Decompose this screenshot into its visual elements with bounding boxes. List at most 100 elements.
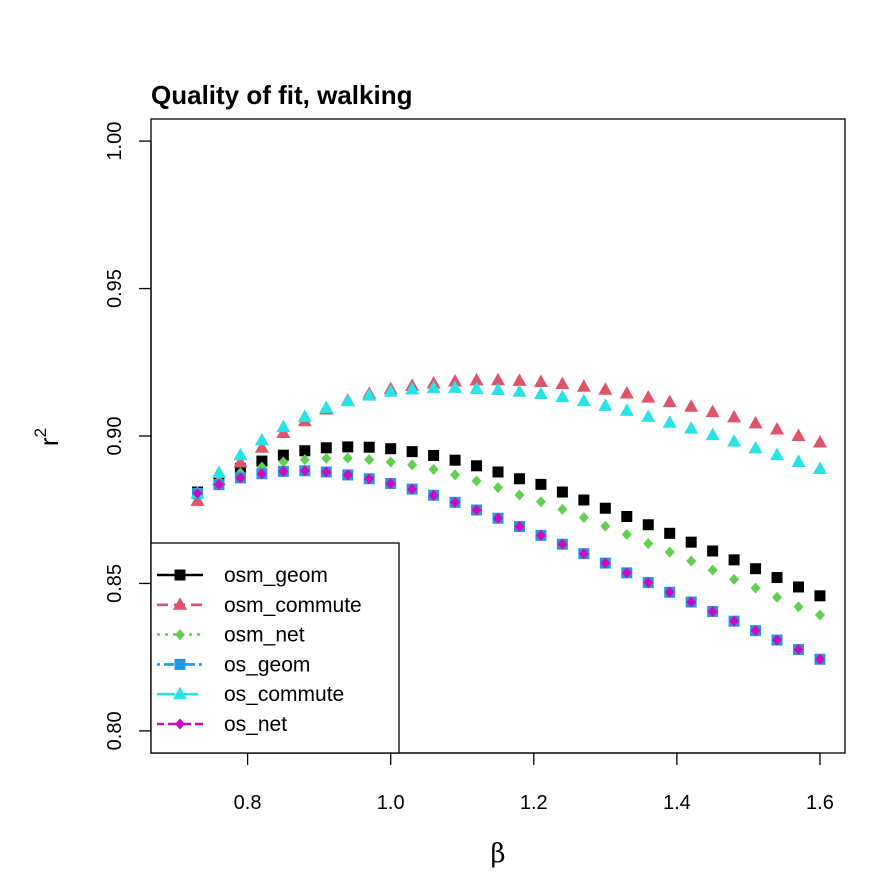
data-point-osm_net (621, 528, 632, 540)
data-point-osm_geom (428, 449, 440, 461)
data-point-osm_net (450, 469, 461, 481)
data-point-os_commute (598, 398, 613, 411)
data-point-os_net (664, 586, 675, 598)
data-point-osm_geom (406, 446, 418, 458)
legend-label-osm_geom: osm_geom (224, 564, 328, 587)
y-tick-label: 1.00 (104, 122, 126, 161)
legend-label-osm_commute: osm_commute (224, 594, 362, 617)
data-point-osm_commute (727, 409, 742, 423)
data-point-osm_geom (277, 449, 289, 461)
data-point-osm_net (278, 456, 289, 468)
data-point-os_commute (641, 409, 656, 422)
data-point-os_net (192, 488, 203, 500)
legend-label-os_commute: os_commute (224, 683, 344, 706)
data-point-os_commute (362, 388, 377, 401)
legend-label-os_geom: os_geom (224, 653, 310, 676)
series-osm_net (192, 452, 825, 621)
data-point-osm_geom (471, 460, 483, 472)
legend-label-osm_net: osm_net (224, 624, 305, 647)
series-layer (190, 372, 827, 665)
data-point-osm_geom (256, 455, 268, 467)
data-point-os_commute (619, 403, 634, 416)
data-point-os_net (707, 605, 718, 617)
data-point-os_net (535, 529, 546, 541)
data-point-osm_geom (814, 590, 826, 602)
x-tick-label: 1.0 (377, 792, 405, 814)
data-point-osm_net (729, 573, 740, 585)
data-point-osm_net (578, 512, 589, 524)
y-axis-label-base: r (34, 437, 64, 446)
data-point-os_net (729, 615, 740, 627)
data-point-osm_net (535, 496, 546, 508)
data-point-osm_net (686, 555, 697, 567)
data-point-osm_net (407, 459, 418, 471)
data-point-osm_commute (662, 394, 677, 408)
data-point-osm_commute (190, 493, 205, 506)
data-point-osm_net (385, 456, 396, 468)
data-point-os_commute (491, 382, 505, 395)
data-point-os_commute (684, 421, 699, 434)
data-point-osm_net (321, 452, 332, 464)
data-point-os_net (321, 466, 332, 478)
data-point-osm_commute (254, 440, 269, 453)
data-point-osm_net (299, 454, 310, 466)
data-point-osm_geom (556, 486, 568, 498)
data-point-os_commute (812, 461, 827, 475)
data-point-osm_commute (533, 374, 548, 388)
data-point-osm_net (364, 454, 375, 466)
data-point-os_net (793, 643, 804, 655)
data-point-osm_net (772, 591, 783, 603)
data-point-os_net (299, 465, 310, 477)
data-point-osm_net (493, 482, 503, 494)
data-point-osm_geom (707, 545, 719, 557)
data-point-osm_commute (491, 372, 505, 386)
data-point-osm_geom (664, 527, 676, 539)
data-point-os_net (385, 477, 396, 489)
data-point-osm_commute (770, 422, 785, 435)
data-point-osm_net (557, 503, 568, 515)
data-point-osm_geom (578, 494, 590, 506)
legend-marker-os_commute (173, 686, 187, 700)
data-point-os_net (471, 504, 482, 516)
legend-marker-os_net (175, 718, 185, 730)
series-os_commute (190, 380, 827, 499)
data-point-os_net (750, 625, 761, 637)
legend-marker-osm_geom (174, 569, 186, 581)
data-point-os_commute (555, 389, 570, 403)
legend: osm_geom osm_commute osm_net os_geom os_comm… (150, 542, 400, 754)
data-point-os_net (213, 479, 224, 491)
data-point-osm_commute (641, 390, 656, 403)
data-point-osm_geom (513, 473, 525, 485)
data-point-osm_geom (599, 502, 611, 514)
data-point-os_net (364, 473, 375, 485)
data-point-os_commute (340, 393, 355, 407)
x-tick-label: 1.4 (663, 792, 691, 814)
data-point-os_commute (254, 432, 269, 446)
data-point-osm_geom (685, 536, 697, 548)
x-tick-label: 0.8 (234, 792, 262, 814)
data-point-osm_net (793, 601, 804, 613)
data-point-osm_commute (233, 455, 248, 468)
data-point-osm_net (342, 452, 353, 464)
data-point-os_commute (426, 380, 441, 394)
x-axis: 0.8 1.0 1.2 1.4 1.6 (234, 752, 834, 814)
x-tick-label: 1.2 (520, 792, 548, 814)
data-point-os_net (643, 577, 654, 589)
data-point-osm_commute (619, 386, 634, 399)
data-point-osm_net (428, 463, 439, 475)
data-point-osm_commute (598, 382, 613, 395)
data-point-os_net (772, 634, 783, 646)
data-point-osm_commute (791, 428, 806, 441)
y-tick-label: 0.95 (104, 269, 126, 308)
data-point-os_commute (533, 386, 548, 400)
data-point-osm_geom (320, 442, 332, 454)
data-point-osm_commute (576, 379, 591, 392)
data-point-osm_geom (771, 572, 783, 584)
y-axis: 0.80 0.85 0.90 0.95 1.00 (104, 122, 152, 750)
data-point-os_commute (748, 440, 763, 454)
data-point-os_net (235, 472, 246, 484)
data-point-osm_net (750, 582, 761, 594)
data-point-os_commute (233, 447, 248, 461)
data-point-osm_geom (621, 511, 633, 523)
